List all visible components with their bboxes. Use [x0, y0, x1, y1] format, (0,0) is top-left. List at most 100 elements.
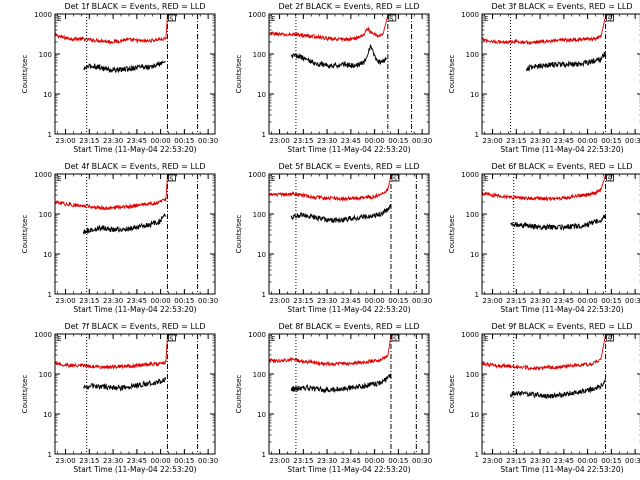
x-tick-label: 00:30 [412, 457, 432, 465]
y-tick-label: 1 [48, 451, 52, 459]
event-bracket-box [606, 174, 614, 182]
y-axis-label: Counts/sec [21, 215, 29, 254]
x-tick-label: 23:00 [269, 297, 289, 305]
x-tick-label: 23:15 [293, 137, 313, 145]
panel-3: Det 3f BLACK = Events, RED = LLD 1 10 100 10… [448, 2, 640, 154]
lld-series-line [482, 14, 607, 46]
y-tick-label: 10 [470, 411, 479, 419]
x-tick-label: 00:15 [601, 297, 621, 305]
y-tick-label: 1000 [461, 171, 479, 179]
x-tick-label: 00:00 [578, 457, 598, 465]
x-tick-label: 23:15 [293, 297, 313, 305]
x-tick-label: 23:30 [103, 457, 123, 465]
x-tick-label: 23:30 [103, 137, 123, 145]
x-tick-label: 00:30 [412, 297, 432, 305]
x-tick-label: 00:00 [151, 137, 171, 145]
event-bracket-box [391, 174, 400, 182]
x-tick-label: 00:30 [625, 297, 640, 305]
x-tick-label: 23:30 [317, 297, 337, 305]
panel-6: Det 6f BLACK = Events, RED = LLD 1 10 100 10… [448, 162, 640, 314]
y-axis-label: Counts/sec [235, 55, 243, 94]
x-axis-label: Start Time (11-May-04 22:53:20) [500, 145, 623, 154]
x-tick-label: 23:45 [554, 457, 574, 465]
x-tick-label: 23:00 [55, 137, 75, 145]
y-axis-label: Counts/sec [235, 375, 243, 414]
x-tick-label: 23:45 [127, 137, 147, 145]
x-tick-label: 23:30 [530, 137, 550, 145]
y-tick-label: 10 [257, 411, 266, 419]
y-tick-label: 100 [39, 51, 52, 59]
panel-2: Det 2f BLACK = Events, RED = LLD 1 10 100 10… [235, 2, 432, 154]
x-tick-label: 00:15 [388, 297, 408, 305]
chart-title: Det 7f BLACK = Events, RED = LLD [64, 322, 205, 331]
x-axis-label: Start Time (11-May-04 22:53:20) [287, 465, 410, 474]
event-bracket-box [606, 334, 614, 342]
x-tick-label: 23:45 [127, 457, 147, 465]
chart-title: Det 2f BLACK = Events, RED = LLD [278, 2, 419, 11]
events-series-line [510, 213, 607, 232]
x-axis-label: Start Time (11-May-04 22:53:20) [500, 305, 623, 314]
x-tick-label: 00:30 [198, 297, 218, 305]
y-axis-label: Counts/sec [21, 55, 29, 94]
axes-frame [54, 333, 216, 455]
bracket-label-stop: S [608, 16, 612, 23]
y-tick-label: 1 [475, 131, 479, 139]
events-series-line [83, 60, 167, 74]
y-axis-label: Counts/sec [448, 55, 456, 94]
bracket-label-start: E [484, 15, 488, 23]
x-tick-label: 23:15 [506, 457, 526, 465]
x-tick-label: 23:00 [269, 457, 289, 465]
x-tick-label: 00:15 [601, 137, 621, 145]
event-bracket-box [606, 14, 614, 22]
y-axis-label: Counts/sec [448, 375, 456, 414]
events-series-line [83, 212, 167, 235]
y-tick-label: 1000 [248, 11, 266, 19]
axes-frame [481, 333, 640, 455]
x-tick-label: 00:15 [174, 297, 194, 305]
x-axis-label: Start Time (11-May-04 22:53:20) [500, 465, 623, 474]
y-tick-label: 100 [253, 371, 266, 379]
axes-frame [268, 173, 430, 295]
x-tick-label: 23:30 [317, 137, 337, 145]
y-tick-label: 1000 [461, 331, 479, 339]
event-bracket-box [388, 14, 397, 22]
bracket-label-start: E [271, 175, 275, 183]
lld-series-line [55, 334, 169, 370]
y-tick-label: 1 [262, 131, 266, 139]
chart-title: Det 6f BLACK = Events, RED = LLD [491, 162, 632, 171]
event-bracket-box [168, 334, 176, 342]
axes-frame [268, 333, 430, 455]
y-tick-label: 1000 [34, 11, 52, 19]
bracket-label-start: E [57, 15, 61, 23]
x-tick-label: 00:15 [388, 137, 408, 145]
x-tick-label: 00:00 [578, 137, 598, 145]
axes-frame [481, 13, 640, 135]
x-tick-label: 23:45 [341, 137, 361, 145]
x-tick-label: 23:00 [55, 457, 75, 465]
y-axis-label: Counts/sec [21, 375, 29, 414]
x-axis-label: Start Time (11-May-04 22:53:20) [287, 305, 410, 314]
panel-8: Det 8f BLACK = Events, RED = LLD 1 10 100 10… [235, 322, 432, 474]
x-tick-label: 23:45 [554, 137, 574, 145]
chart-title: Det 3f BLACK = Events, RED = LLD [491, 2, 632, 11]
x-tick-label: 00:15 [601, 457, 621, 465]
x-tick-label: 23:30 [317, 457, 337, 465]
x-tick-label: 00:00 [151, 297, 171, 305]
x-tick-label: 00:30 [412, 137, 432, 145]
x-tick-label: 23:15 [79, 137, 99, 145]
lld-series-line [269, 174, 392, 202]
y-axis-label: Counts/sec [448, 215, 456, 254]
events-series-line [83, 376, 167, 392]
bracket-label-stop: S [393, 336, 397, 343]
y-axis-label: Counts/sec [235, 215, 243, 254]
y-tick-label: 10 [470, 91, 479, 99]
x-axis-label: Start Time (11-May-04 22:53:20) [287, 145, 410, 154]
y-tick-label: 10 [43, 91, 52, 99]
bracket-label-stop: S [169, 16, 173, 23]
y-tick-label: 1 [262, 291, 266, 299]
